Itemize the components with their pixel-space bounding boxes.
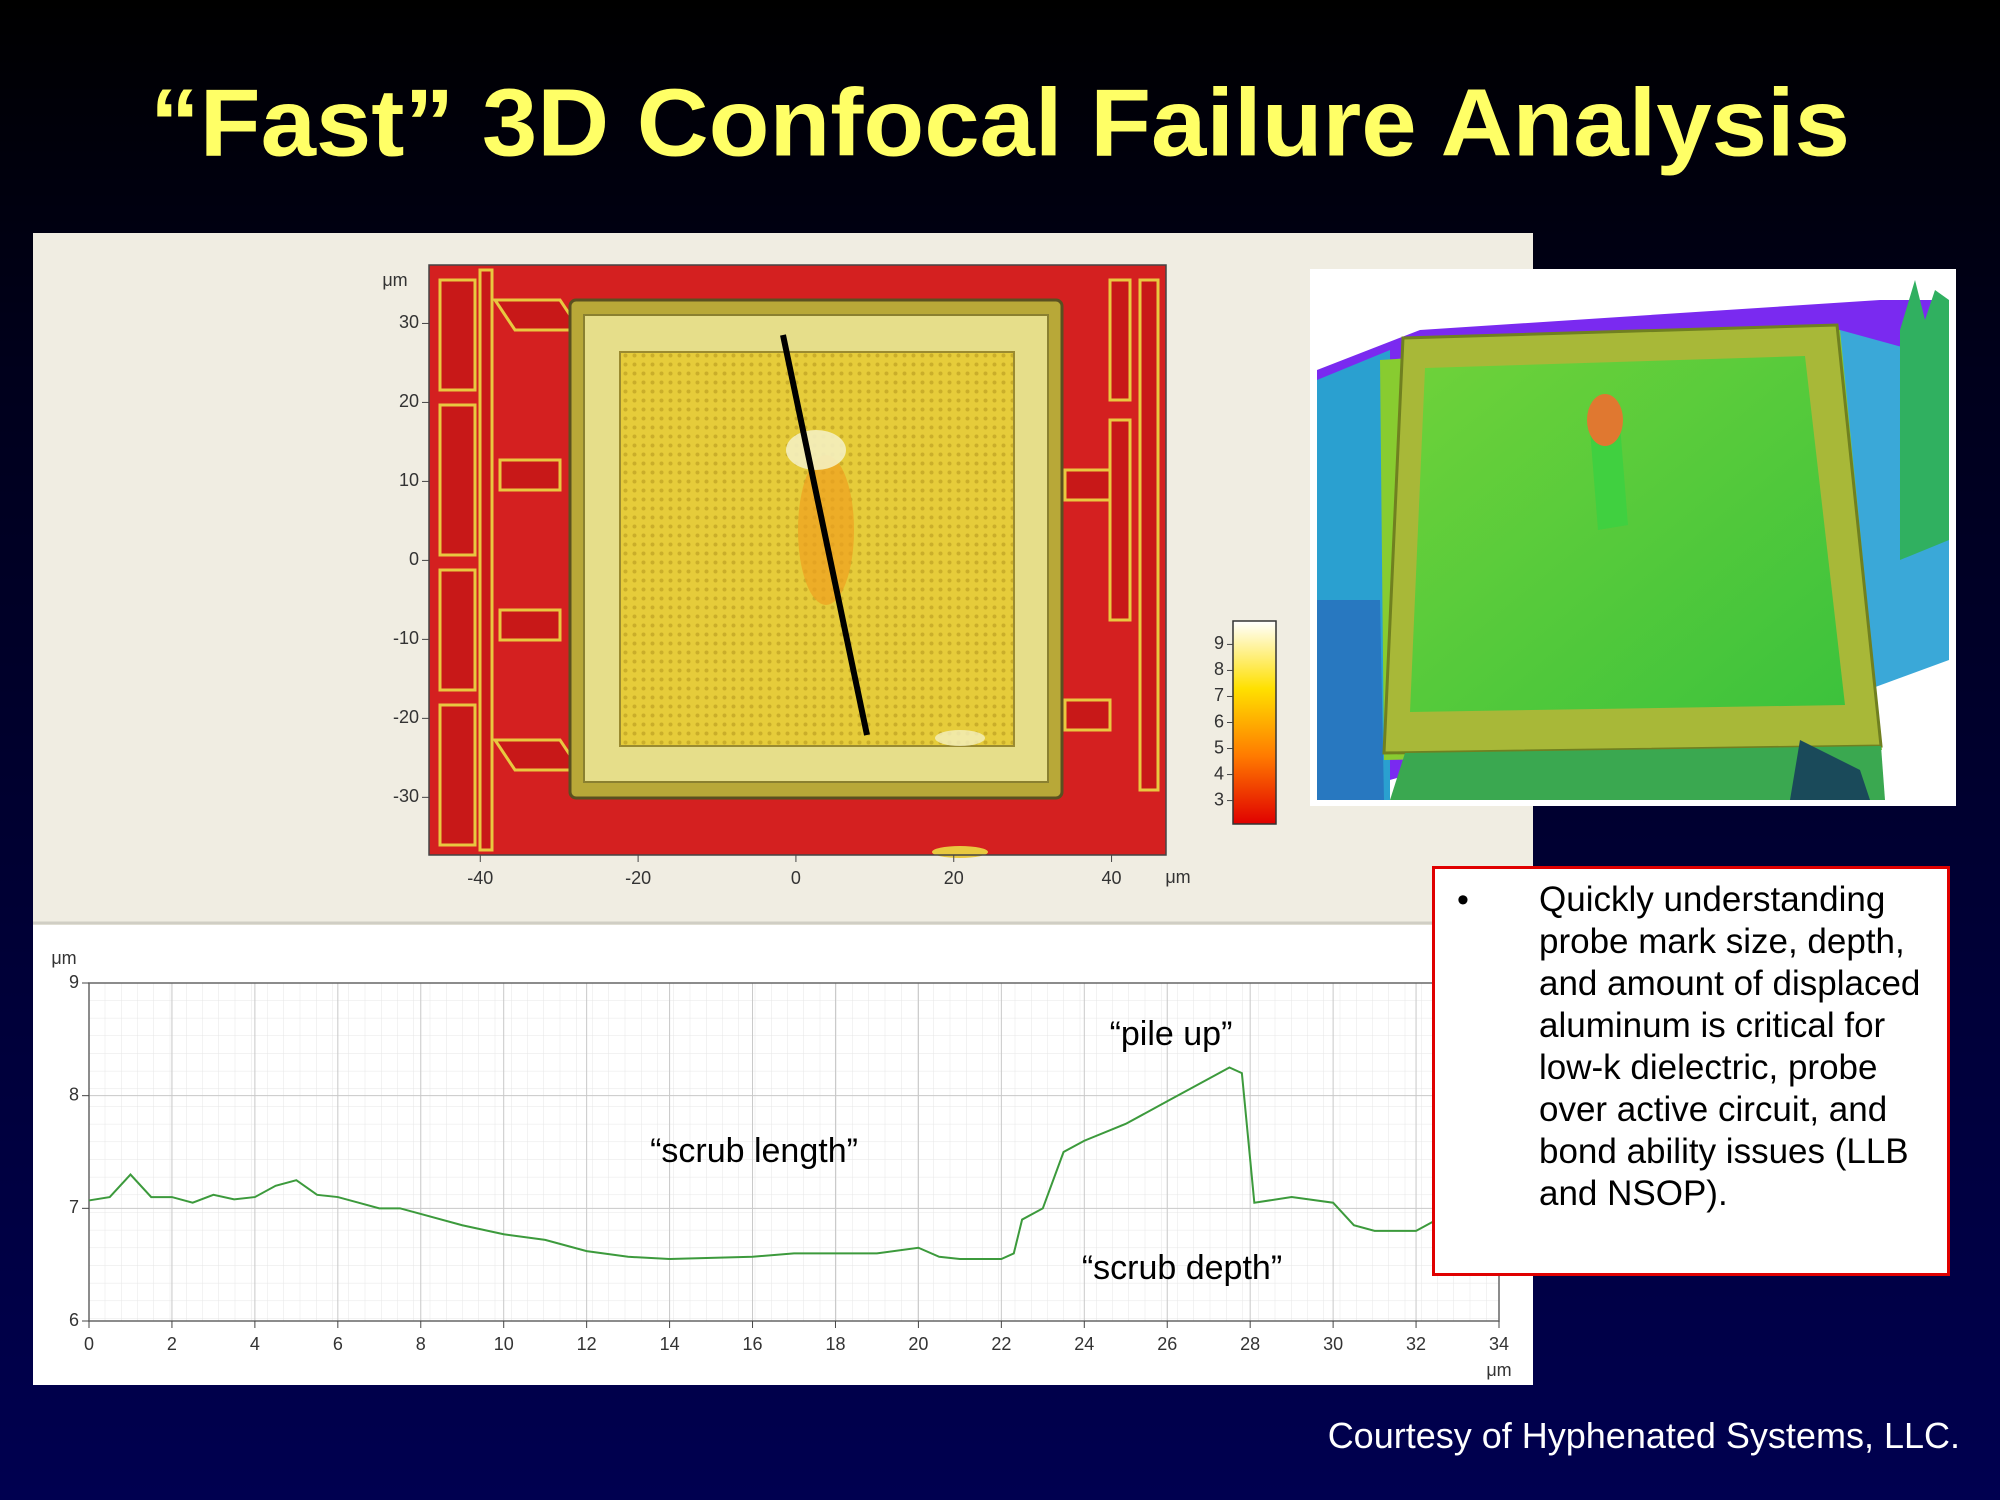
y-tick-label: 0	[409, 549, 419, 569]
3d-render-image	[1310, 269, 1956, 806]
y-tick-label: 10	[399, 470, 419, 490]
annotation: “pile up”	[1110, 1015, 1233, 1053]
colorbar	[1232, 620, 1277, 825]
x-tick-label: 0	[791, 868, 801, 888]
x-tick-label: 0	[84, 1334, 94, 1354]
x-tick-label: 40	[1102, 868, 1122, 888]
annotation: “scrub depth”	[1082, 1249, 1282, 1287]
colorbar-tick-label: 6	[1214, 711, 1224, 731]
profile-x-unit: μm	[1486, 1360, 1511, 1380]
x-tick-label: 28	[1240, 1334, 1260, 1354]
x-tick-label: 20	[944, 868, 964, 888]
bullet-marker: •	[1457, 881, 1469, 919]
courtesy: Courtesy of Hyphenated Systems, LLC.	[1327, 1415, 1960, 1456]
y-tick-label: -30	[393, 786, 419, 806]
x-tick-label: 14	[660, 1334, 680, 1354]
x-tick-label: 22	[991, 1334, 1011, 1354]
y-tick-label: -20	[393, 707, 419, 727]
x-tick-label: 6	[333, 1334, 343, 1354]
y-tick-label: -10	[393, 628, 419, 648]
x-tick-label: 32	[1406, 1334, 1426, 1354]
colorbar-tick-label: 7	[1214, 685, 1224, 705]
x-tick-label: 8	[416, 1334, 426, 1354]
x-tick-label: 26	[1157, 1334, 1177, 1354]
x-tick-label: 20	[908, 1334, 928, 1354]
x-tick-label: -20	[625, 868, 651, 888]
y-tick-label: 7	[69, 1197, 79, 1217]
x-tick-label: 4	[250, 1334, 260, 1354]
x-tick-label: 2	[167, 1334, 177, 1354]
map-y-unit: μm	[382, 270, 407, 290]
colorbar-tick-label: 5	[1214, 737, 1224, 757]
map-x-unit: μm	[1165, 867, 1190, 887]
x-tick-label: 18	[825, 1334, 845, 1354]
x-tick-label: 10	[494, 1334, 514, 1354]
profile-line	[88, 1066, 1438, 1261]
colorbar-tick-label: 4	[1214, 763, 1224, 783]
colorbar-tick-label: 9	[1214, 633, 1224, 653]
x-tick-label: 16	[743, 1334, 763, 1354]
x-tick-label: 12	[577, 1334, 597, 1354]
minor-grid	[89, 983, 1499, 1321]
colorbar-tick-label: 3	[1214, 789, 1224, 809]
y-tick-label: 6	[69, 1310, 79, 1330]
y-tick-label: 20	[399, 391, 419, 411]
y-tick-label: 9	[69, 972, 79, 992]
x-tick-label: 30	[1323, 1334, 1343, 1354]
x-tick-label: -40	[467, 868, 493, 888]
y-tick-label: 30	[399, 312, 419, 332]
bullet-box: • Quickly understanding probe mark size,…	[1432, 866, 1950, 1276]
height-map-image	[429, 265, 1166, 858]
profile-y-unit: μm	[51, 948, 76, 968]
y-tick-label: 8	[69, 1084, 79, 1104]
colorbar-tick-label: 8	[1214, 659, 1224, 679]
bullet-text: Quickly understanding probe mark size, d…	[1539, 880, 1921, 1213]
x-tick-label: 24	[1074, 1334, 1094, 1354]
x-tick-label: 34	[1489, 1334, 1509, 1354]
slide-title: “Fast” 3D Confocal Failure Analysis	[150, 69, 1850, 176]
annotation: “scrub length”	[650, 1132, 858, 1170]
